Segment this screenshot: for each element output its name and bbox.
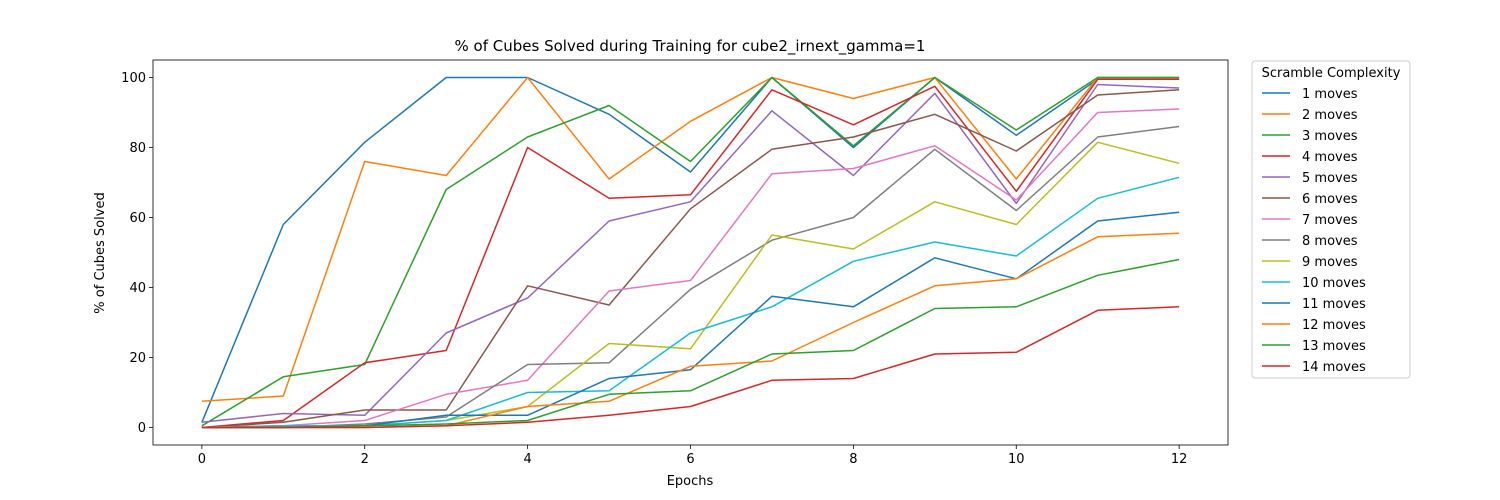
series-line-13 [201,258,1180,429]
legend-label: 9 moves [1302,255,1358,270]
x-axis: 0 2 4 6 8 10 12 [198,445,1188,467]
series-line-12 [201,232,1180,429]
x-axis-label: Epochs [667,474,714,489]
legend-items: 1 moves 2 moves 3 moves 4 moves 5 moves 6 mov… [1262,87,1366,375]
legend-item: 6 moves [1262,192,1358,207]
legend-item: 2 moves [1262,108,1358,123]
legend-item: 9 moves [1262,255,1358,270]
y-tick-label: 60 [129,211,146,226]
plot-lines [201,76,1180,429]
legend-label: 4 moves [1302,150,1358,165]
legend-item: 8 moves [1262,234,1358,249]
x-tick-label: 12 [1171,452,1188,467]
series-line-2 [201,76,1180,403]
y-tick-label: 0 [138,421,146,436]
series-line-10 [201,176,1180,429]
legend-label: 6 moves [1302,192,1358,207]
series-line-7 [201,108,1180,429]
x-tick-label: 0 [198,452,206,467]
series-line-14 [201,306,1180,429]
legend-label: 11 moves [1302,297,1366,312]
y-tick-label: 20 [129,351,146,366]
y-tick-label: 40 [129,281,146,296]
x-tick-label: 4 [523,452,531,467]
legend-label: 5 moves [1302,171,1358,186]
y-tick-label: 80 [129,141,146,156]
x-tick-label: 6 [686,452,694,467]
x-tick-label: 2 [361,452,369,467]
legend-label: 2 moves [1302,108,1358,123]
series-line-1 [201,76,1180,423]
legend-box [1251,60,1411,379]
x-tick-label: 8 [849,452,857,467]
legend-item: 4 moves [1262,150,1358,165]
legend-label: 14 moves [1302,360,1366,375]
legend-label: 10 moves [1302,276,1366,291]
series-line-3 [201,76,1180,427]
legend-title: Scramble Complexity [1262,66,1401,81]
legend-item: 12 moves [1262,318,1366,333]
legend-label: 3 moves [1302,129,1358,144]
series-line-5 [201,83,1180,424]
y-axis: 0 20 40 60 80 100 [121,71,153,436]
chart-title: % of Cubes Solved during Training for cu… [455,37,926,56]
legend-label: 13 moves [1302,339,1366,354]
legend-item: 1 moves [1262,87,1358,102]
legend-item: 14 moves [1262,360,1366,375]
legend-item: 5 moves [1262,171,1358,186]
legend-label: 12 moves [1302,318,1366,333]
series-line-8 [201,125,1180,429]
series-line-9 [201,141,1180,429]
legend-item: 10 moves [1262,276,1366,291]
series-line-4 [201,78,1180,429]
series-line-6 [201,89,1180,429]
y-tick-label: 100 [121,71,146,86]
legend-item: 13 moves [1262,339,1366,354]
legend-item: 7 moves [1262,213,1358,228]
legend-label: 1 moves [1302,87,1358,102]
legend-label: 8 moves [1302,234,1358,249]
legend: Scramble Complexity 1 moves 2 moves 3 move… [1251,60,1411,379]
y-axis-label: % of Cubes Solved [93,192,108,313]
legend-item: 11 moves [1262,297,1366,312]
legend-item: 3 moves [1262,129,1358,144]
legend-label: 7 moves [1302,213,1358,228]
x-tick-label: 10 [1008,452,1025,467]
